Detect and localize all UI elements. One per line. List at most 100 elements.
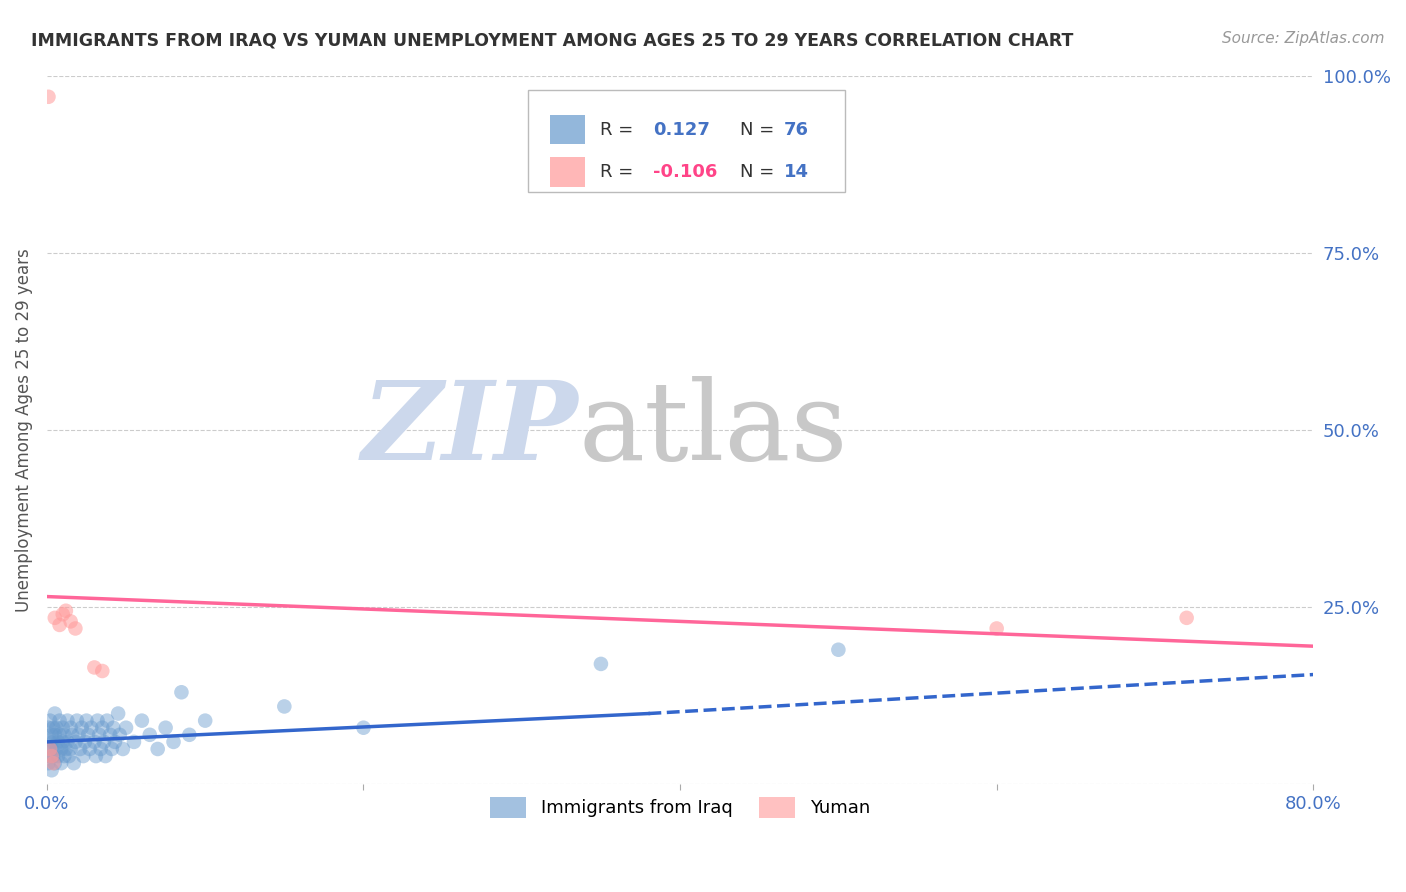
Point: [273, 699, 295, 714]
Point: [66, 714, 89, 728]
Point: [41, 749, 63, 764]
Point: [37, 90, 59, 104]
Text: N =: N =: [740, 120, 779, 138]
Point: [83, 660, 105, 674]
Point: [56, 714, 79, 728]
Point: [52, 607, 75, 622]
Point: [69, 742, 91, 756]
Point: [37, 721, 59, 735]
Point: [146, 742, 169, 756]
Point: [42, 749, 65, 764]
Point: [179, 728, 201, 742]
Point: [42, 721, 65, 735]
Point: [162, 735, 184, 749]
Point: [59, 742, 82, 756]
Point: [59, 615, 82, 629]
Point: [70, 721, 93, 735]
Point: [79, 742, 101, 756]
Point: [65, 735, 87, 749]
Text: 0.127: 0.127: [654, 120, 710, 138]
Point: [1175, 611, 1198, 625]
Point: [589, 657, 612, 671]
Point: [44, 706, 66, 721]
Point: [80, 721, 103, 735]
Point: [91, 721, 114, 735]
Point: [72, 749, 94, 764]
Point: [83, 735, 105, 749]
Point: [131, 714, 153, 728]
Point: [60, 728, 83, 742]
Point: [39, 749, 62, 764]
Point: [77, 728, 100, 742]
Point: [91, 664, 114, 678]
Point: [90, 742, 112, 756]
FancyBboxPatch shape: [529, 90, 845, 193]
Point: [55, 742, 77, 756]
Text: 76: 76: [785, 120, 808, 138]
Point: [103, 721, 125, 735]
Point: [49, 756, 72, 771]
Point: [48, 618, 70, 632]
Point: [170, 685, 193, 699]
Point: [46, 749, 69, 764]
Point: [48, 714, 70, 728]
Point: [37, 742, 59, 756]
Point: [98, 728, 121, 742]
Point: [41, 742, 63, 756]
Point: [52, 735, 75, 749]
Point: [39, 742, 62, 756]
Point: [94, 749, 117, 764]
Text: N =: N =: [740, 162, 779, 181]
Point: [39, 735, 62, 749]
Point: [93, 735, 115, 749]
Text: Source: ZipAtlas.com: Source: ZipAtlas.com: [1222, 31, 1385, 46]
Text: R =: R =: [600, 120, 640, 138]
Point: [37, 756, 59, 771]
Point: [101, 742, 124, 756]
Text: IMMIGRANTS FROM IRAQ VS YUMAN UNEMPLOYMENT AMONG AGES 25 TO 29 YEARS CORRELATION: IMMIGRANTS FROM IRAQ VS YUMAN UNEMPLOYME…: [31, 31, 1073, 49]
Point: [55, 604, 77, 618]
Point: [49, 742, 72, 756]
Point: [86, 714, 108, 728]
Point: [45, 721, 67, 735]
Point: [58, 749, 80, 764]
FancyBboxPatch shape: [550, 157, 585, 186]
Point: [52, 721, 75, 735]
Point: [56, 735, 79, 749]
Text: atlas: atlas: [579, 376, 848, 483]
Text: 14: 14: [785, 162, 808, 181]
Point: [827, 642, 849, 657]
Point: [84, 749, 107, 764]
Point: [122, 735, 145, 749]
Point: [41, 764, 63, 778]
Point: [48, 728, 70, 742]
Point: [44, 728, 66, 742]
Point: [46, 735, 69, 749]
Legend: Immigrants from Iraq, Yuman: Immigrants from Iraq, Yuman: [482, 789, 877, 825]
Point: [986, 622, 1008, 636]
Point: [53, 749, 76, 764]
Point: [65, 622, 87, 636]
Point: [67, 728, 90, 742]
Point: [42, 735, 65, 749]
Point: [139, 728, 162, 742]
Point: [62, 756, 84, 771]
Point: [115, 721, 138, 735]
Text: ZIP: ZIP: [363, 376, 579, 483]
Text: -0.106: -0.106: [654, 162, 718, 181]
Point: [194, 714, 217, 728]
Point: [108, 728, 131, 742]
Point: [104, 735, 127, 749]
Point: [75, 714, 97, 728]
Point: [44, 756, 66, 771]
Point: [41, 728, 63, 742]
Point: [353, 721, 375, 735]
Point: [42, 756, 65, 771]
Point: [111, 742, 134, 756]
Point: [155, 721, 177, 735]
Point: [89, 728, 111, 742]
Point: [45, 742, 67, 756]
Point: [107, 706, 129, 721]
FancyBboxPatch shape: [550, 115, 585, 145]
Point: [53, 728, 76, 742]
